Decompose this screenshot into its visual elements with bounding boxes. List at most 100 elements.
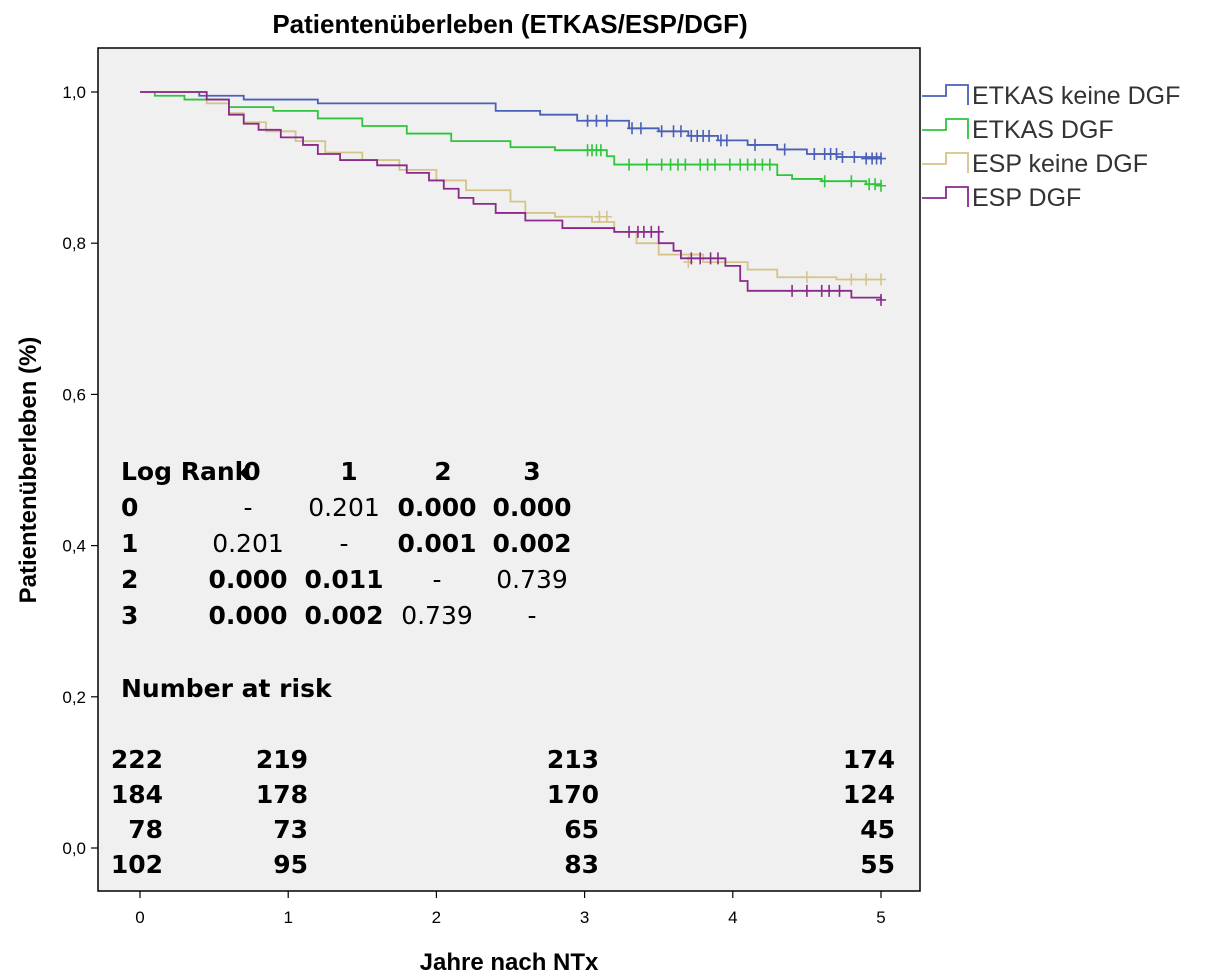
- series-line-2: [140, 91, 881, 281]
- number-at-risk-cell: 95: [273, 850, 308, 879]
- logrank-cell: 0.201: [212, 529, 284, 558]
- legend: ETKAS keine DGF ETKAS DGF ESP keine DGF ESP…: [922, 82, 1180, 212]
- censor-mark: [831, 147, 842, 160]
- censor-mark: [876, 273, 886, 286]
- axes: 0 1 2 3 4 5 0,0 0,2 0,4 0,6 0,8 1,0: [62, 83, 885, 927]
- censor-mark: [724, 158, 735, 171]
- censor-mark: [834, 284, 845, 297]
- legend-swatch: [922, 152, 969, 173]
- censor-mark: [764, 158, 775, 171]
- logrank-cell: 0.011: [304, 565, 383, 594]
- number-at-risk-cell: 222: [111, 745, 163, 774]
- censor-mark: [801, 284, 812, 297]
- logrank-cell: 0.000: [208, 565, 287, 594]
- number-at-risk-title: Number at risk: [121, 674, 333, 703]
- censor-mark: [712, 252, 723, 265]
- censor-mark: [846, 273, 857, 286]
- logrank-header-cell: 1: [340, 457, 357, 486]
- censor-mark: [595, 144, 606, 157]
- censor-mark: [635, 122, 646, 135]
- number-at-risk-cell: 184: [111, 780, 163, 809]
- censor-mark: [837, 151, 848, 164]
- censor-mark: [787, 284, 798, 297]
- logrank-cell: 0.002: [304, 601, 383, 630]
- logrank-cell: -: [527, 601, 536, 630]
- legend-swatch: [922, 186, 969, 207]
- logrank-cell: -: [243, 493, 252, 522]
- legend-label: ESP keine DGF: [972, 150, 1148, 178]
- censor-mark: [624, 225, 635, 238]
- censor-mark: [591, 114, 602, 127]
- censor-mark: [695, 252, 706, 265]
- censor-mark: [846, 175, 857, 188]
- number-at-risk-cell: 55: [860, 850, 895, 879]
- y-tick-label: 0,4: [62, 537, 86, 556]
- logrank-cell: 0.000: [397, 493, 476, 522]
- number-at-risk-cell: 213: [547, 745, 599, 774]
- censor-mark: [601, 114, 612, 127]
- legend-swatch: [922, 84, 969, 105]
- number-at-risk-cell: 102: [111, 850, 163, 879]
- censor-mark: [653, 225, 664, 238]
- x-tick-label: 2: [432, 908, 441, 927]
- censor-mark: [582, 114, 593, 127]
- logrank-header-cell: Log Rank: [121, 457, 253, 486]
- censor-mark: [824, 284, 835, 297]
- number-at-risk-cell: 124: [843, 780, 895, 809]
- logrank-row-label: 1: [121, 529, 138, 558]
- x-axis-label: Jahre nach NTx: [420, 949, 599, 976]
- logrank-cell: 0.001: [397, 529, 476, 558]
- x-tick-label: 1: [283, 908, 292, 927]
- censor-mark: [656, 125, 667, 138]
- number-at-risk-cell: 45: [860, 815, 895, 844]
- censor-mark: [641, 158, 652, 171]
- logrank-header-cell: 0: [243, 457, 260, 486]
- logrank-cell: 0.002: [492, 529, 571, 558]
- x-tick-label: 3: [580, 908, 589, 927]
- legend-swatch: [922, 118, 969, 139]
- y-tick-label: 0,0: [62, 839, 86, 858]
- censor-mark: [704, 129, 715, 142]
- y-tick-label: 1,0: [62, 83, 86, 102]
- censor-mark: [721, 134, 732, 147]
- censor-mark: [710, 158, 721, 171]
- censor-mark: [876, 152, 886, 165]
- series-layer: [140, 91, 886, 306]
- censor-mark: [750, 138, 761, 151]
- censor-mark: [876, 293, 886, 306]
- censor-mark: [601, 210, 612, 223]
- censor-mark: [779, 143, 790, 156]
- number-at-risk-cell: 78: [128, 815, 163, 844]
- censor-mark: [876, 179, 886, 192]
- logrank-cell: 0.000: [208, 601, 287, 630]
- censor-mark: [656, 158, 667, 171]
- censor-mark: [861, 273, 872, 286]
- number-at-risk-cell: 178: [256, 780, 308, 809]
- number-at-risk-cell: 65: [564, 815, 599, 844]
- legend-label: ESP DGF: [972, 184, 1081, 212]
- logrank-row-label: 3: [121, 601, 138, 630]
- x-tick-label: 0: [135, 908, 144, 927]
- logrank-cell: -: [339, 529, 348, 558]
- censor-mark: [627, 122, 638, 135]
- x-tick-label: 4: [728, 908, 737, 927]
- logrank-row-label: 0: [121, 493, 138, 522]
- censor-mark: [849, 151, 860, 164]
- logrank-row-label: 2: [121, 565, 138, 594]
- censor-mark: [680, 158, 691, 171]
- legend-label: ETKAS DGF: [972, 116, 1114, 144]
- logrank-cell: 0.739: [401, 601, 473, 630]
- legend-label: ETKAS keine DGF: [972, 82, 1180, 110]
- number-at-risk-cell: 83: [564, 850, 599, 879]
- censor-mark: [870, 178, 881, 191]
- censor-mark: [686, 252, 697, 265]
- censor-mark: [801, 271, 812, 284]
- y-tick-label: 0,6: [62, 385, 86, 404]
- series-line-3: [140, 91, 882, 300]
- plot-area: [97, 47, 921, 892]
- y-tick-label: 0,2: [62, 688, 86, 707]
- y-tick-label: 0,8: [62, 234, 86, 253]
- logrank-cell: 0.000: [492, 493, 571, 522]
